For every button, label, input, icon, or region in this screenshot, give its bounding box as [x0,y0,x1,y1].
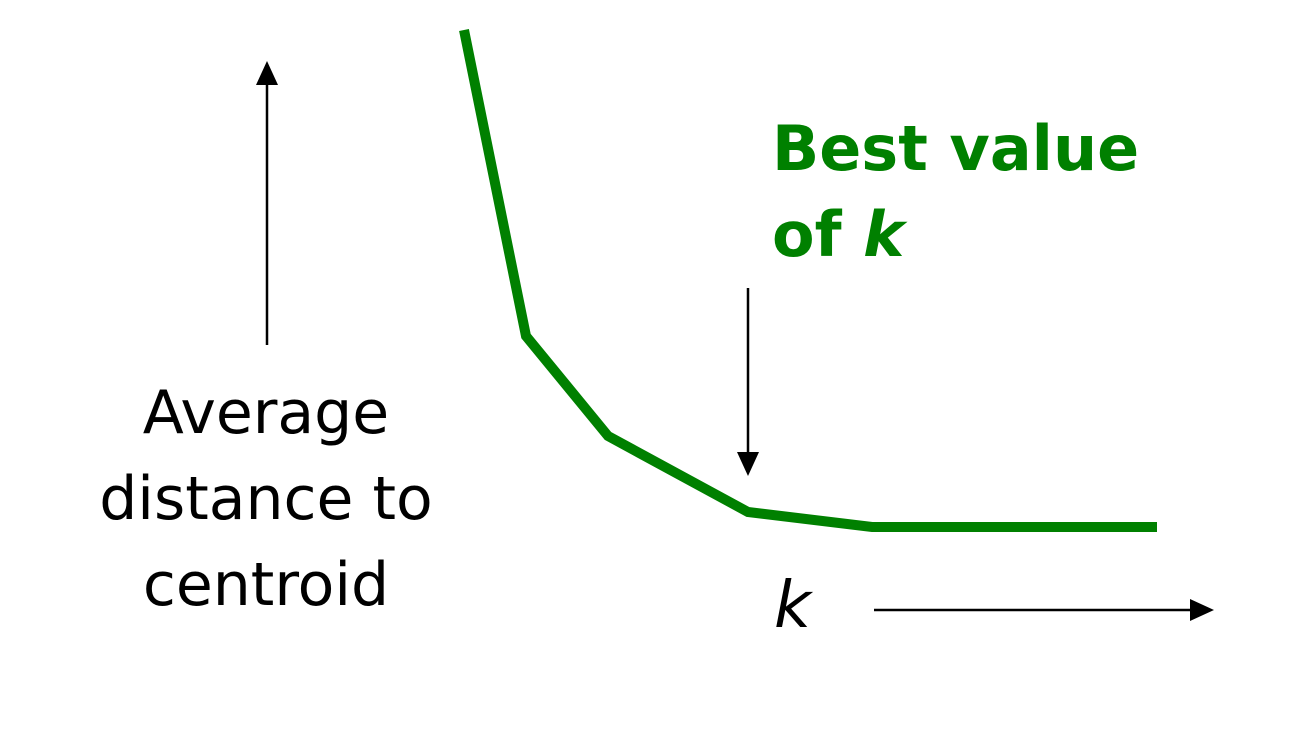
y-axis-label: Average distance to centroid [60,370,472,628]
annotation-line-2: of k [772,192,1139,278]
annotation-line-2-prefix: of [772,198,864,271]
y-axis-label-line-3: centroid [142,550,390,620]
annotation-line-1: Best value [772,112,1140,185]
y-axis-arrow [256,61,278,345]
best-k-pointer-arrow [737,288,759,476]
x-axis-label: k [774,569,812,643]
y-axis-label-line-1: Average [142,378,390,448]
elbow-curve [459,29,1157,532]
y-axis-label-line-2: distance to [99,464,433,534]
annotation-k-variable: k [863,198,905,271]
best-k-annotation: Best value of k [772,106,1139,278]
x-axis-arrow [874,599,1214,621]
